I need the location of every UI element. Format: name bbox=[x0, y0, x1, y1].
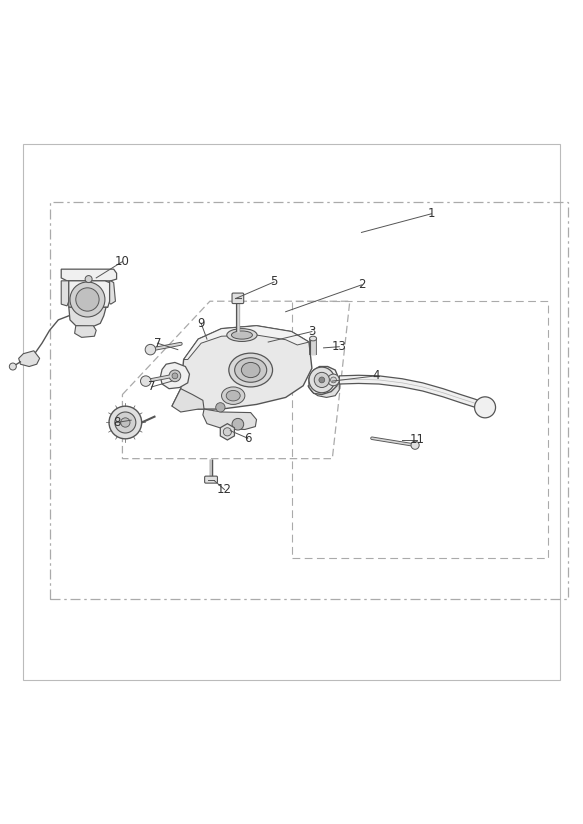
Ellipse shape bbox=[227, 329, 257, 341]
FancyBboxPatch shape bbox=[232, 293, 244, 303]
Text: 13: 13 bbox=[332, 340, 347, 353]
Polygon shape bbox=[172, 325, 312, 409]
Circle shape bbox=[314, 372, 329, 387]
Polygon shape bbox=[75, 325, 96, 337]
Bar bbox=[50, 202, 568, 598]
Ellipse shape bbox=[229, 353, 273, 387]
Polygon shape bbox=[61, 281, 69, 306]
Text: 5: 5 bbox=[271, 275, 278, 288]
Circle shape bbox=[85, 275, 92, 283]
Text: 3: 3 bbox=[308, 325, 315, 338]
Text: 7: 7 bbox=[154, 337, 161, 349]
Polygon shape bbox=[160, 363, 189, 389]
Text: 1: 1 bbox=[428, 208, 435, 220]
Circle shape bbox=[169, 370, 181, 382]
Polygon shape bbox=[69, 281, 110, 307]
Circle shape bbox=[115, 412, 136, 433]
Bar bbox=[292, 302, 548, 558]
Circle shape bbox=[70, 282, 105, 317]
Circle shape bbox=[411, 441, 419, 449]
Text: 12: 12 bbox=[217, 483, 232, 496]
Circle shape bbox=[121, 418, 130, 427]
Circle shape bbox=[76, 288, 99, 311]
Polygon shape bbox=[184, 325, 309, 359]
Polygon shape bbox=[19, 351, 40, 367]
Circle shape bbox=[319, 377, 325, 383]
Polygon shape bbox=[203, 409, 257, 429]
Polygon shape bbox=[69, 307, 108, 327]
Polygon shape bbox=[220, 424, 234, 440]
Circle shape bbox=[328, 374, 339, 386]
FancyBboxPatch shape bbox=[205, 476, 217, 483]
Circle shape bbox=[232, 419, 244, 430]
Circle shape bbox=[309, 368, 335, 393]
Circle shape bbox=[141, 376, 151, 386]
Circle shape bbox=[216, 403, 225, 412]
Ellipse shape bbox=[226, 391, 240, 401]
Ellipse shape bbox=[222, 387, 245, 405]
Circle shape bbox=[223, 428, 231, 436]
Text: 4: 4 bbox=[373, 369, 380, 382]
Circle shape bbox=[172, 373, 178, 379]
Text: 11: 11 bbox=[409, 433, 424, 447]
Circle shape bbox=[109, 406, 142, 439]
Ellipse shape bbox=[234, 358, 266, 382]
Polygon shape bbox=[308, 384, 339, 397]
Circle shape bbox=[475, 397, 496, 418]
Ellipse shape bbox=[231, 331, 252, 339]
Polygon shape bbox=[339, 375, 484, 411]
Text: 9: 9 bbox=[198, 317, 205, 330]
Polygon shape bbox=[61, 269, 117, 281]
Circle shape bbox=[145, 344, 156, 355]
Text: 8: 8 bbox=[113, 416, 120, 429]
Polygon shape bbox=[172, 389, 204, 412]
Text: 7: 7 bbox=[148, 381, 155, 393]
Text: 2: 2 bbox=[358, 279, 365, 292]
Polygon shape bbox=[309, 367, 338, 395]
Ellipse shape bbox=[241, 363, 260, 377]
Text: 10: 10 bbox=[115, 255, 130, 268]
Circle shape bbox=[9, 363, 16, 370]
Text: 6: 6 bbox=[244, 432, 251, 445]
Circle shape bbox=[331, 377, 336, 383]
Ellipse shape bbox=[310, 336, 317, 341]
Polygon shape bbox=[108, 281, 115, 304]
